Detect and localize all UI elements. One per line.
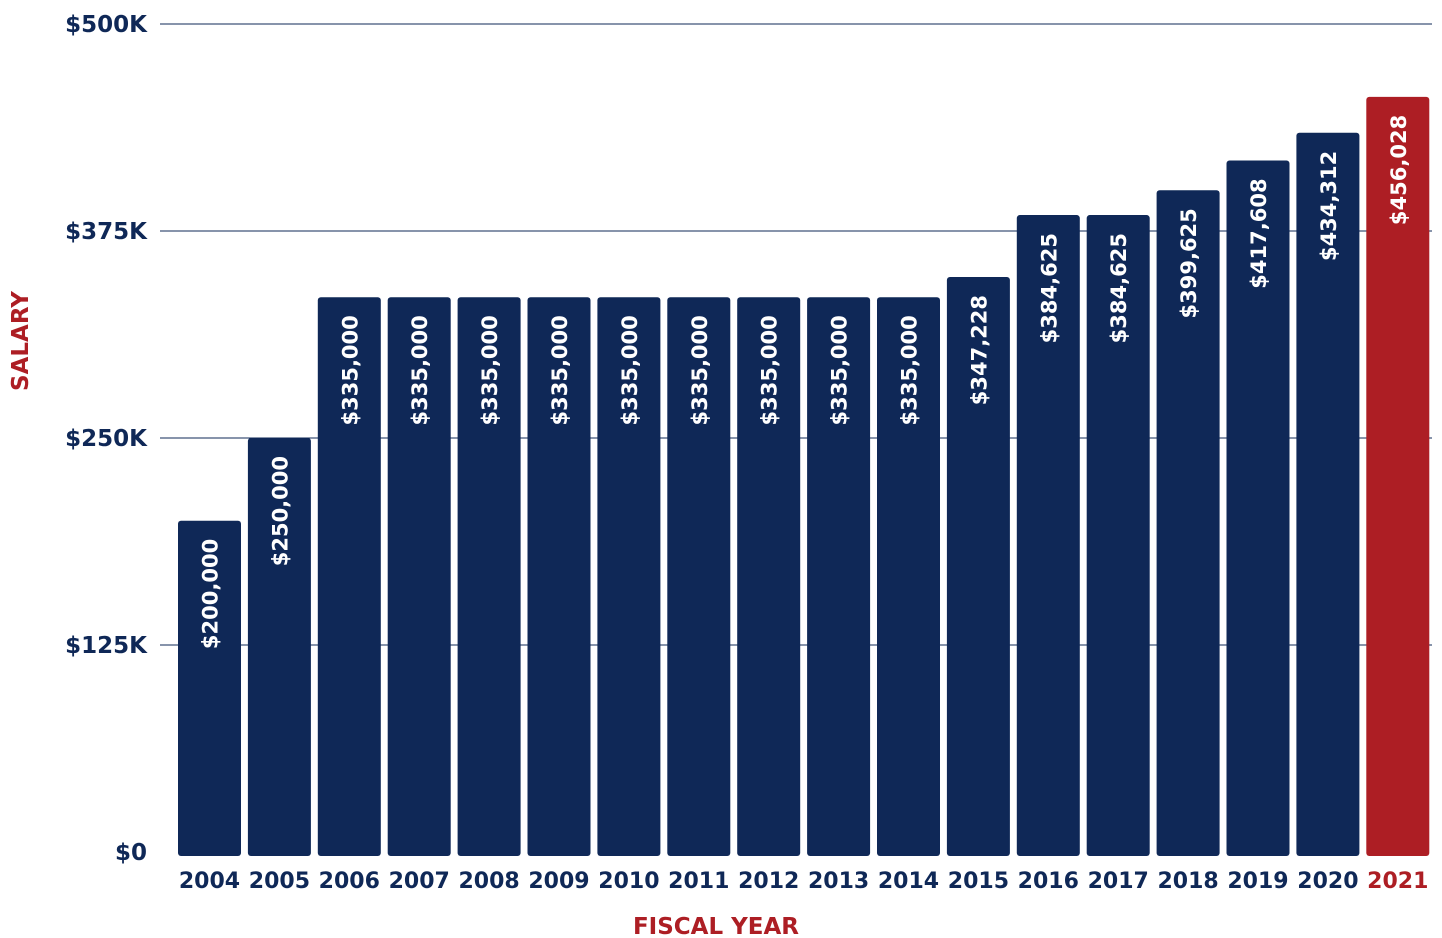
bar-2009 xyxy=(527,297,591,856)
data-label-2010: $335,000 xyxy=(618,315,642,425)
data-label-2017: $384,625 xyxy=(1107,233,1131,343)
data-label-2020: $434,312 xyxy=(1317,151,1341,261)
data-label-2015: $347,228 xyxy=(967,295,991,405)
data-label-2019: $417,608 xyxy=(1247,178,1271,288)
y-tick-label: $375K xyxy=(65,219,148,245)
x-tick-label-2018: 2018 xyxy=(1157,869,1218,894)
data-label-2013: $335,000 xyxy=(828,315,852,425)
bar-2020 xyxy=(1296,132,1360,857)
x-tick-label-2005: 2005 xyxy=(249,869,310,894)
x-tick-label-2020: 2020 xyxy=(1297,869,1358,894)
x-tick-label-2006: 2006 xyxy=(319,869,380,894)
data-label-2009: $335,000 xyxy=(548,315,572,425)
x-tick-label-2013: 2013 xyxy=(808,869,869,894)
x-tick-label-2009: 2009 xyxy=(528,869,589,894)
data-label-2004: $200,000 xyxy=(199,539,223,649)
data-label-2006: $335,000 xyxy=(338,315,362,425)
y-axis-title: SALARY xyxy=(8,291,34,391)
data-label-2007: $335,000 xyxy=(408,315,432,425)
bar-2007 xyxy=(387,297,451,856)
bar-2010 xyxy=(597,297,661,856)
x-tick-label-2004: 2004 xyxy=(179,869,240,894)
bar-2008 xyxy=(457,297,521,856)
bar-2021 xyxy=(1366,96,1430,857)
y-axis-ticks: $0 $125K $250K $375K $500K xyxy=(65,12,148,866)
x-tick-label-2008: 2008 xyxy=(458,869,519,894)
data-label-2014: $335,000 xyxy=(898,315,922,425)
y-tick-label: $500K xyxy=(65,12,148,38)
data-label-2005: $250,000 xyxy=(268,456,292,566)
x-tick-label-2012: 2012 xyxy=(738,869,799,894)
x-tick-label-2017: 2017 xyxy=(1088,869,1149,894)
y-tick-label: $0 xyxy=(115,840,147,866)
bar-2011 xyxy=(667,297,731,856)
data-label-2018: $399,625 xyxy=(1177,208,1201,318)
bar-2004 xyxy=(178,520,241,856)
bars xyxy=(178,96,1430,857)
x-tick-label-2007: 2007 xyxy=(389,869,450,894)
bar-2014 xyxy=(877,297,940,856)
x-axis-ticks: 2004 2005 2006 2007 2008 2009 2010 2011 2012 2013… xyxy=(179,869,1429,894)
bar-2012 xyxy=(737,297,801,856)
bar-2006 xyxy=(317,297,381,856)
x-tick-label-2019: 2019 xyxy=(1227,869,1288,894)
x-tick-label-2010: 2010 xyxy=(598,869,659,894)
data-label-2011: $335,000 xyxy=(688,315,712,425)
bar-2013 xyxy=(807,297,871,856)
x-tick-label-2014: 2014 xyxy=(878,869,939,894)
y-tick-label: $250K xyxy=(65,426,148,452)
data-label-2008: $335,000 xyxy=(478,315,502,425)
bar-2016 xyxy=(1016,215,1080,856)
data-label-2012: $335,000 xyxy=(758,315,782,425)
x-tick-label-2011: 2011 xyxy=(668,869,729,894)
data-label-2021: $456,028 xyxy=(1387,115,1411,225)
bar-2019 xyxy=(1226,160,1290,856)
bar-2015 xyxy=(946,276,1010,856)
x-axis-title: FISCAL YEAR xyxy=(633,914,799,938)
x-tick-label-2021: 2021 xyxy=(1367,869,1428,894)
data-label-2016: $384,625 xyxy=(1037,233,1061,343)
y-tick-label: $125K xyxy=(65,633,148,659)
bar-2017 xyxy=(1086,215,1150,856)
data-labels: $200,000 $250,000 $335,000 $335,000 $335,000… xyxy=(199,115,1411,649)
bar-2018 xyxy=(1156,190,1220,856)
x-tick-label-2015: 2015 xyxy=(948,869,1009,894)
x-tick-label-2016: 2016 xyxy=(1018,869,1079,894)
bar-2005 xyxy=(247,438,311,856)
